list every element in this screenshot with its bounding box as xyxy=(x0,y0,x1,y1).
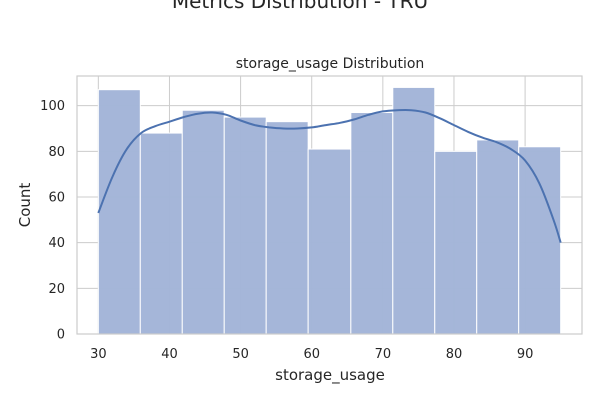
kde-curve-line xyxy=(97,109,562,244)
histogram-bar xyxy=(392,86,436,335)
x-tick-label: 50 xyxy=(232,347,249,362)
x-tick-label: 90 xyxy=(517,347,534,362)
histogram-bar xyxy=(350,112,394,335)
y-tick-label: 20 xyxy=(48,282,65,297)
x-tick-label: 80 xyxy=(446,347,463,362)
histogram-bar xyxy=(97,89,141,335)
histogram-bar xyxy=(265,121,309,335)
figure-title: Metrics Distribution - TRU xyxy=(172,0,428,13)
histogram-bar xyxy=(307,148,352,335)
y-tick-label: 60 xyxy=(48,191,65,206)
histogram-bar xyxy=(181,109,225,335)
histogram-bars xyxy=(97,86,562,335)
histogram-bar xyxy=(476,139,520,335)
histogram-bar xyxy=(434,150,478,335)
y-tick-label: 100 xyxy=(40,99,65,114)
histogram-bar xyxy=(518,146,562,335)
y-axis-label: Count xyxy=(16,183,34,228)
x-tick-label: 60 xyxy=(303,347,320,362)
plot-frame xyxy=(76,75,583,335)
y-tick-label: 0 xyxy=(57,328,65,343)
y-tick-label: 40 xyxy=(48,236,65,251)
y-tick-label: 80 xyxy=(48,145,65,160)
x-tick-labels: 30 40 50 60 70 80 90 xyxy=(90,347,533,362)
chart-title: storage_usage Distribution xyxy=(236,56,425,72)
histogram-bar xyxy=(139,132,183,335)
x-tick-label: 40 xyxy=(161,347,178,362)
y-tick-labels: 0 20 40 60 80 100 xyxy=(40,99,65,342)
x-tick-label: 30 xyxy=(90,347,107,362)
x-tick-label: 70 xyxy=(375,347,392,362)
x-axis-label: storage_usage xyxy=(275,366,385,385)
histogram-bar xyxy=(223,116,267,335)
